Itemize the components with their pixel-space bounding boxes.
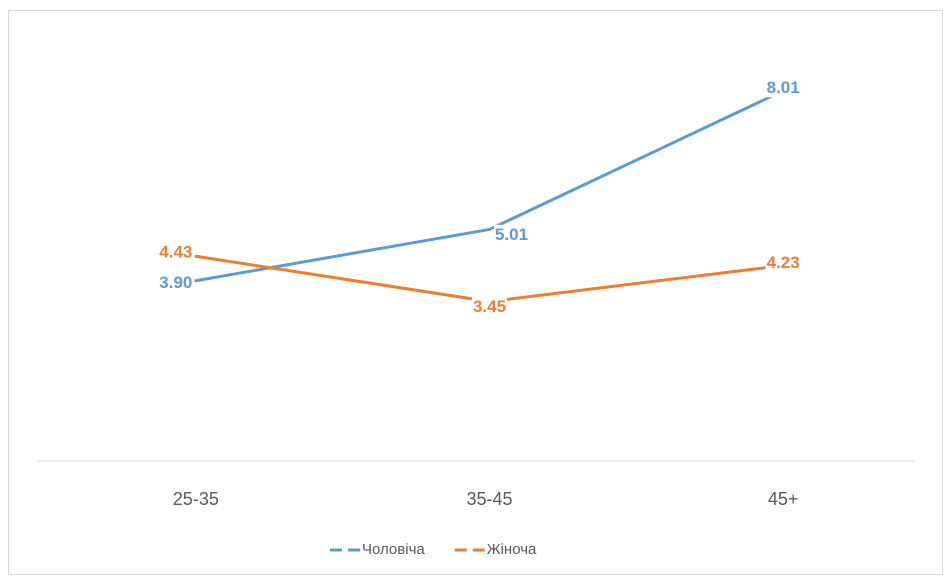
data-label: 5.01 [495, 225, 528, 244]
chart-border [8, 10, 943, 575]
series-line [194, 89, 785, 283]
data-label: 3.90 [159, 273, 192, 292]
data-label-bg [158, 242, 194, 262]
data-label: 4.23 [767, 253, 800, 272]
legend-label: Жіноча [487, 541, 537, 558]
data-label-bg [158, 273, 194, 293]
data-label: 3.45 [473, 297, 506, 316]
data-label-bg [765, 78, 801, 98]
x-tick-label: 25-35 [173, 489, 219, 509]
data-label: 4.43 [159, 243, 192, 262]
x-tick-label: 35-45 [466, 489, 512, 509]
data-label-bg [493, 224, 530, 244]
legend-label: Чоловіча [362, 541, 425, 558]
x-tick-label: 45+ [768, 489, 799, 509]
data-label-bg [765, 252, 801, 272]
data-label: 8.01 [767, 78, 800, 97]
data-label-bg [471, 297, 508, 317]
